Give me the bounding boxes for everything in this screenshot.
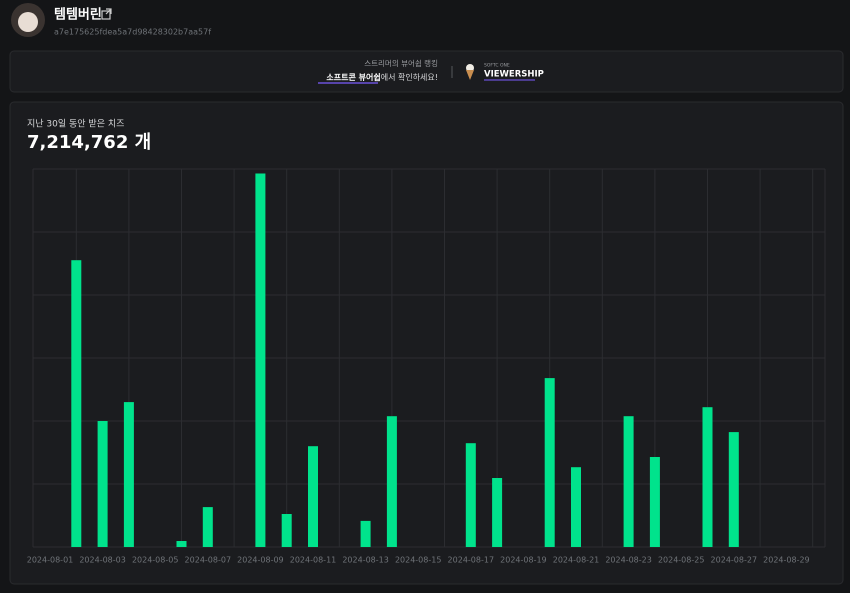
banner-bold: 소프트콘 뷰어쉽: [326, 72, 380, 82]
x-tick-label: 2024-08-23: [605, 556, 652, 565]
x-tick-label: 2024-08-19: [500, 556, 547, 565]
bar: [386, 416, 397, 547]
bar: [71, 260, 82, 547]
channel-id: a7e175625fdea5a7d98428302b7aa57f: [54, 28, 211, 37]
bar: [176, 541, 187, 547]
logo: VIEWERSHIP: [484, 70, 544, 80]
bar: [728, 432, 739, 547]
bar: [123, 402, 134, 547]
bar: [97, 421, 108, 547]
banner-line2: 소프트콘 뷰어쉽에서 확인하세요!: [326, 72, 438, 82]
x-tick-label: 2024-08-05: [132, 556, 179, 565]
bar: [544, 378, 555, 547]
bar: [571, 467, 581, 547]
bar: [308, 446, 318, 547]
bar: [702, 407, 713, 547]
x-tick-label: 2024-08-13: [342, 556, 389, 565]
bar: [492, 478, 503, 547]
banner[interactable]: [9, 50, 844, 93]
chart-panel: [9, 101, 844, 585]
chart-title: 지난 30일 동안 받은 치즈: [27, 118, 124, 130]
logo-small: SOFTC ONE: [484, 63, 510, 69]
bar: [465, 443, 476, 547]
bar: [360, 520, 371, 547]
x-tick-label: 2024-08-15: [395, 556, 442, 565]
icecream-icon: [466, 64, 474, 80]
total: 7,214,762 개: [27, 132, 151, 153]
bar: [281, 514, 292, 547]
x-tick-label: 2024-08-17: [448, 556, 495, 565]
bar: [623, 416, 634, 547]
banner-rest: 에서 확인하세요!: [381, 72, 438, 82]
x-tick-label: 2024-08-09: [237, 556, 284, 565]
channel-name[interactable]: 템템버린: [54, 7, 102, 23]
bar: [649, 457, 660, 547]
banner-line1: 스트리머의 뷰어쉽 랭킹: [364, 58, 438, 68]
x-tick-label: 2024-08-29: [763, 556, 810, 565]
x-tick-label: 2024-08-01: [27, 556, 74, 565]
x-tick-label: 2024-08-03: [79, 556, 126, 565]
x-tick-label: 2024-08-21: [553, 556, 600, 565]
x-tick-label: 2024-08-07: [185, 556, 232, 565]
external-link-icon[interactable]: [101, 8, 112, 20]
avatar-face: [18, 12, 38, 32]
x-tick-label: 2024-08-11: [290, 556, 337, 565]
bar: [255, 173, 266, 547]
bar: [202, 507, 213, 547]
x-tick-label: 2024-08-25: [658, 556, 705, 565]
x-tick-label: 2024-08-27: [711, 556, 758, 565]
plot: 2024-08-01 2024-08-03 2024-08-05 2024-08-07…: [27, 168, 826, 565]
